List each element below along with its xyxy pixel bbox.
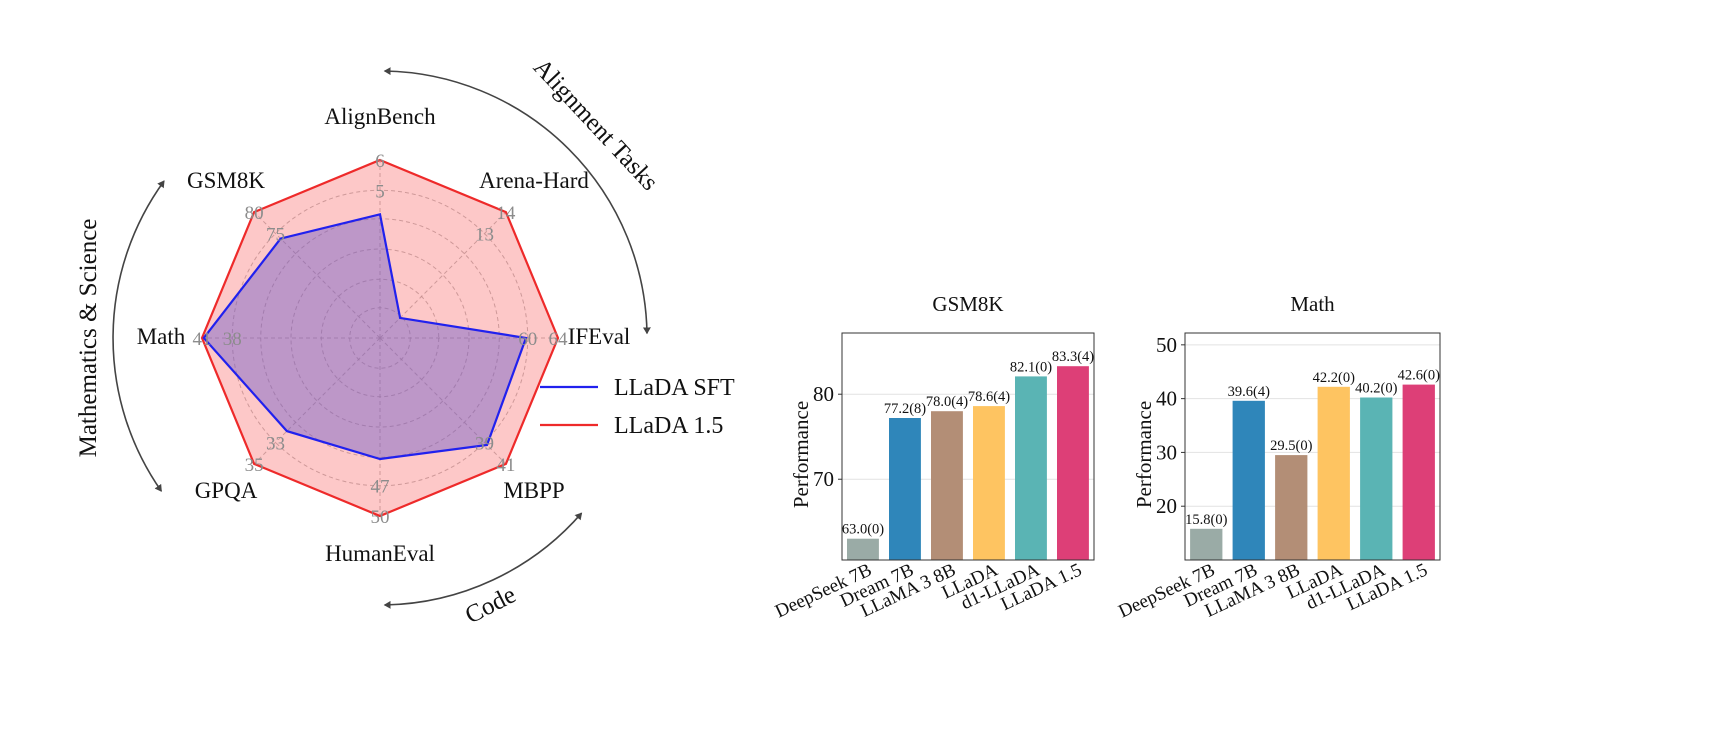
y-tick-label: 20 <box>1156 494 1177 518</box>
radar-ring-label: 5 <box>375 181 385 202</box>
radar-axis-label-gpqa: GPQA <box>195 478 258 503</box>
bar-deepseek-7b <box>847 538 879 560</box>
radar-axis-label-gsm8k: GSM8K <box>187 168 265 193</box>
bar-value-label: 29.5(0) <box>1270 438 1312 454</box>
radar-axis-label-math: Math <box>137 324 186 349</box>
radar-ring-label: 47 <box>371 477 390 498</box>
group-label-code: Code <box>461 581 520 629</box>
radar-ring-label: 75 <box>266 225 285 246</box>
radar-spoke <box>379 337 507 465</box>
legend-label-llada-1-5: LLaDA 1.5 <box>614 413 723 439</box>
alignment-tasks-arc <box>384 70 651 335</box>
bar-value-label: 78.0(4) <box>926 394 968 410</box>
bar-value-label: 82.1(0) <box>1010 359 1052 375</box>
group-label-mathematics-science: Mathematics & Science <box>75 219 102 458</box>
radar-ring-label: 6 <box>375 151 385 172</box>
radar-axis-label-ifeval: IFEval <box>568 324 631 349</box>
y-axis-label: Performance <box>1132 401 1156 508</box>
bar-llada <box>1317 386 1350 560</box>
bar-dream-7b <box>1232 400 1265 560</box>
radar-axis-label-humaneval: HumanEval <box>325 541 435 566</box>
radar-grid <box>202 160 558 516</box>
bar-deepseek-7b <box>1190 528 1223 560</box>
radar-ring-label: 14 <box>496 203 516 224</box>
radar-ring-label: 39 <box>475 434 494 455</box>
bar-llada-1-5 <box>1402 384 1435 560</box>
y-tick-label: 30 <box>1156 440 1177 464</box>
math-science-arc <box>112 180 165 492</box>
bar-value-label: 15.8(0) <box>1185 512 1227 528</box>
bar-llada <box>973 406 1005 560</box>
radar-axis-label-alignbench: AlignBench <box>324 104 436 129</box>
bar-value-label: 42.2(0) <box>1313 370 1355 386</box>
radar-ring-label: 50 <box>371 507 390 528</box>
bar-d1-llada <box>1360 397 1393 560</box>
y-tick-label: 70 <box>813 467 834 491</box>
y-tick-label: 80 <box>813 382 834 406</box>
bar-llada-1-5 <box>1057 366 1089 560</box>
radar-ring-label: 41 <box>496 455 515 476</box>
y-tick-label: 40 <box>1156 387 1177 411</box>
legend-label-llada-sft: LLaDA SFT <box>614 375 735 401</box>
radar-series <box>200 158 560 518</box>
radar-ring-label: 35 <box>245 455 264 476</box>
bar-value-label: 39.6(4) <box>1228 384 1270 400</box>
radar-ring-label: 13 <box>475 225 494 246</box>
chart-title: Math <box>1290 292 1335 316</box>
bar-d1-llada <box>1015 376 1047 560</box>
radar-spoke <box>253 211 381 339</box>
chart-title: GSM8K <box>932 292 1003 316</box>
bar-value-label: 77.2(8) <box>884 401 926 417</box>
y-tick-label: 50 <box>1156 333 1177 357</box>
bar-llama-3-8b <box>931 411 963 560</box>
radar-ring-label: 60 <box>518 329 537 350</box>
radar-ring-label: 38 <box>223 329 242 350</box>
plot-frame <box>841 332 1095 561</box>
radar-ring-label: 64 <box>549 329 569 350</box>
bar-value-label: 83.3(4) <box>1052 349 1094 365</box>
bar-value-label: 42.6(0) <box>1398 368 1440 384</box>
radar-axis-labels: AlignBench Arena-Hard IFEval MBPP HumanEval G… <box>137 104 631 566</box>
y-axis-label: Performance <box>789 401 813 508</box>
radar-series-llada-1-5 <box>200 158 560 518</box>
radar-legend: LLaDA SFT LLaDA 1.5 <box>540 375 735 439</box>
radar-series-llada-sft <box>202 212 528 461</box>
radar-ring-label: 41 <box>193 329 212 350</box>
radar-grid-ring <box>290 248 470 428</box>
plot-frame <box>1184 332 1441 561</box>
radar-axis-label-mbpp: MBPP <box>503 478 564 503</box>
bar-llama-3-8b <box>1275 455 1308 560</box>
radar-axis-label-arena-hard: Arena-Hard <box>479 168 589 193</box>
bar-dream-7b <box>889 418 921 560</box>
bar-value-label: 78.6(4) <box>968 389 1010 405</box>
radar-ring-label: 80 <box>245 203 264 224</box>
bar-value-label: 40.2(0) <box>1355 381 1397 397</box>
radar-ring-label: 33 <box>266 434 285 455</box>
bar-value-label: 63.0(0) <box>842 522 884 538</box>
radar-spoke <box>253 337 381 465</box>
code-arc <box>383 512 583 609</box>
